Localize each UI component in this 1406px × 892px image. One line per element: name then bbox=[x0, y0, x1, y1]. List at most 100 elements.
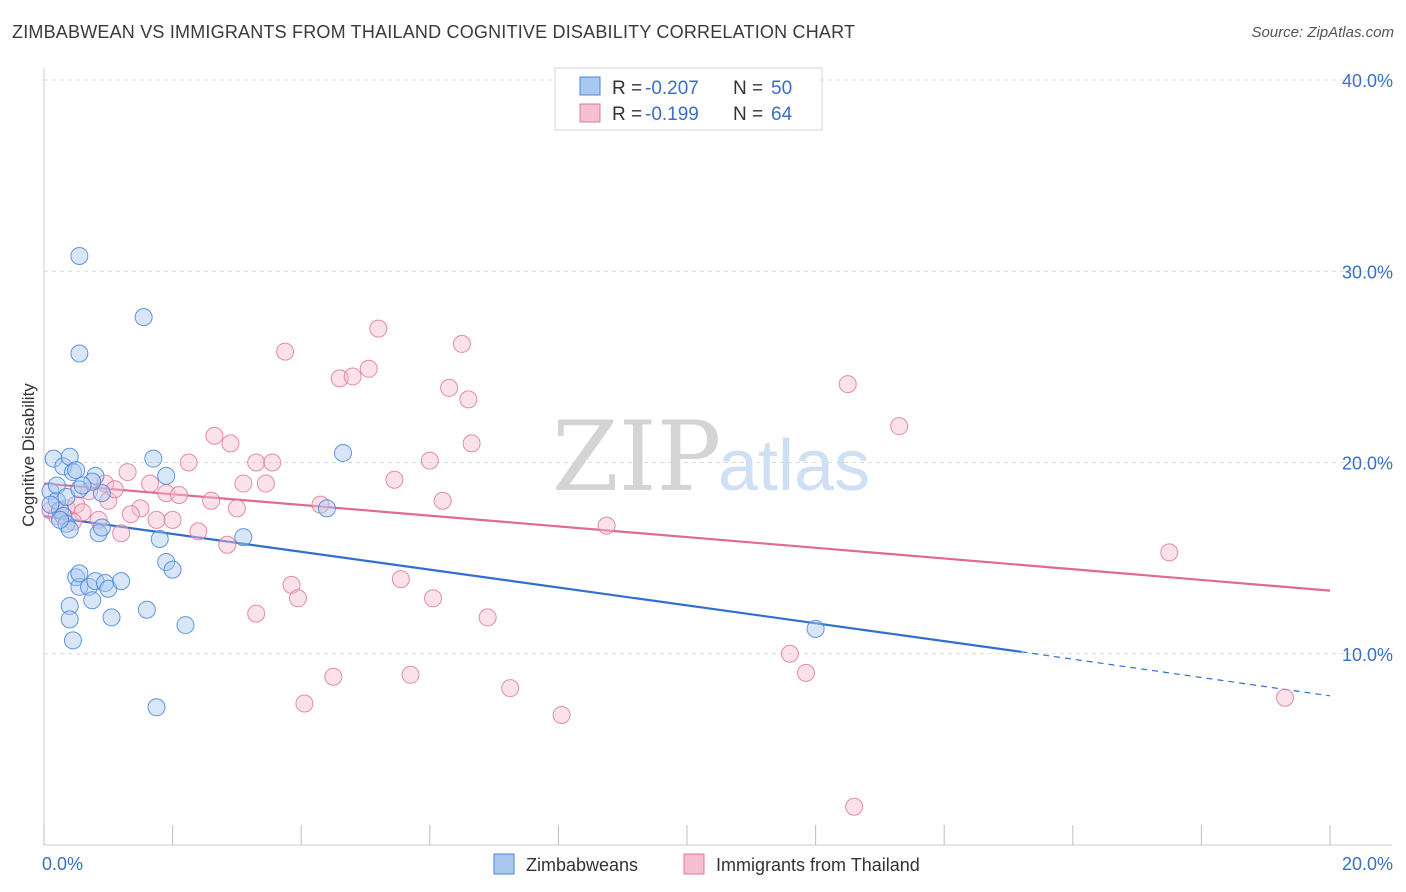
point-thailand bbox=[234, 474, 253, 493]
point-thailand bbox=[420, 451, 439, 470]
watermark-zip: ZIP bbox=[552, 401, 721, 513]
point-zimbabweans bbox=[86, 466, 105, 485]
x-tick-label: 0.0% bbox=[42, 854, 83, 874]
point-thailand bbox=[369, 319, 388, 338]
trendline-zimbabweans-extension bbox=[1021, 651, 1331, 697]
legend-label-zimbabweans: Zimbabweans bbox=[526, 855, 638, 875]
point-zimbabweans bbox=[83, 472, 102, 491]
point-zimbabweans bbox=[83, 591, 102, 610]
point-thailand bbox=[288, 589, 307, 608]
point-thailand bbox=[796, 663, 815, 682]
point-zimbabweans bbox=[150, 530, 169, 548]
trend-layer bbox=[43, 482, 1331, 697]
chart-title: ZIMBABWEAN VS IMMIGRANTS FROM THAILAND C… bbox=[12, 22, 856, 42]
point-thailand bbox=[202, 491, 221, 510]
point-thailand bbox=[440, 378, 459, 397]
y-axis-label: Cognitive Disability bbox=[19, 383, 38, 527]
point-zimbabweans bbox=[157, 466, 176, 485]
point-thailand bbox=[478, 608, 497, 627]
point-zimbabweans bbox=[92, 484, 111, 503]
axis-layer: 10.0% 20.0% 30.0% 40.0% 0.0% 20.0% bbox=[42, 68, 1393, 874]
point-zimbabweans bbox=[60, 520, 79, 539]
point-zimbabweans bbox=[60, 596, 79, 615]
point-zimbabweans bbox=[67, 461, 86, 480]
point-thailand bbox=[295, 694, 314, 713]
point-thailand bbox=[276, 342, 295, 361]
point-zimbabweans bbox=[157, 552, 176, 571]
point-thailand bbox=[179, 453, 198, 472]
source-label: Source: ZipAtlas.com bbox=[1251, 24, 1394, 41]
point-zimbabweans bbox=[47, 476, 66, 495]
point-thailand bbox=[263, 453, 282, 472]
y-tick-label: 10.0% bbox=[1342, 645, 1393, 665]
legend-label-thailand: Immigrants from Thailand bbox=[716, 855, 920, 875]
legend-swatch-zimbabweans bbox=[493, 853, 515, 875]
stats-n-value-2: 64 bbox=[771, 104, 793, 125]
stats-r-value-1: -0.207 bbox=[645, 78, 699, 99]
point-thailand bbox=[189, 522, 208, 541]
point-thailand bbox=[73, 503, 92, 522]
point-thailand bbox=[452, 334, 471, 353]
point-zimbabweans bbox=[333, 443, 352, 462]
point-thailand bbox=[112, 524, 131, 543]
y-axis-label-group: Cognitive Disability bbox=[19, 383, 38, 527]
point-thailand bbox=[247, 453, 266, 472]
point-thailand bbox=[218, 535, 237, 554]
stats-swatch-thailand bbox=[579, 103, 601, 123]
stats-box: R = -0.207 N = 50 R = -0.199 N = 64 bbox=[554, 67, 823, 131]
point-zimbabweans bbox=[70, 564, 89, 583]
stats-n-label-1: N = bbox=[733, 78, 763, 99]
point-thailand bbox=[1275, 688, 1294, 707]
point-thailand bbox=[141, 474, 160, 493]
points-layer bbox=[41, 103, 1294, 816]
point-zimbabweans bbox=[176, 616, 195, 635]
point-zimbabweans bbox=[317, 499, 336, 518]
stats-r-value-2: -0.199 bbox=[645, 104, 699, 125]
stats-r-label-2: R = bbox=[612, 104, 642, 125]
point-zimbabweans bbox=[234, 528, 253, 547]
point-thailand bbox=[597, 516, 616, 535]
point-thailand bbox=[205, 426, 224, 445]
point-thailand bbox=[838, 375, 857, 394]
point-zimbabweans bbox=[44, 449, 63, 468]
point-thailand bbox=[247, 604, 266, 623]
point-zimbabweans bbox=[96, 573, 115, 592]
point-thailand bbox=[170, 486, 189, 505]
watermark: ZIP atlas bbox=[552, 401, 870, 513]
point-thailand bbox=[462, 434, 481, 453]
point-thailand bbox=[147, 510, 166, 529]
point-thailand bbox=[121, 505, 140, 524]
point-zimbabweans bbox=[73, 476, 92, 495]
point-zimbabweans bbox=[63, 631, 82, 650]
grid-layer bbox=[44, 79, 1392, 655]
y-tick-label: 40.0% bbox=[1342, 71, 1393, 91]
point-zimbabweans bbox=[92, 518, 111, 537]
point-thailand bbox=[501, 679, 520, 698]
point-zimbabweans bbox=[51, 510, 70, 529]
point-thailand bbox=[359, 359, 378, 378]
point-thailand bbox=[221, 434, 240, 453]
point-thailand bbox=[780, 644, 799, 663]
point-zimbabweans bbox=[147, 698, 166, 717]
point-zimbabweans bbox=[102, 608, 121, 627]
point-thailand bbox=[118, 463, 137, 482]
point-thailand bbox=[67, 495, 86, 514]
point-thailand bbox=[459, 390, 478, 409]
point-zimbabweans bbox=[806, 619, 825, 638]
point-thailand bbox=[552, 705, 571, 724]
point-zimbabweans bbox=[112, 572, 131, 591]
point-thailand bbox=[845, 797, 864, 816]
point-thailand bbox=[385, 470, 404, 489]
point-thailand bbox=[99, 491, 118, 510]
y-tick-label: 30.0% bbox=[1342, 262, 1393, 282]
point-zimbabweans bbox=[60, 610, 79, 629]
legend: Zimbabweans Immigrants from Thailand bbox=[493, 853, 920, 875]
point-zimbabweans bbox=[70, 577, 89, 596]
y-tick-label: 20.0% bbox=[1342, 454, 1393, 474]
point-thailand bbox=[890, 417, 909, 436]
trendline-zimbabweans bbox=[43, 514, 1022, 653]
legend-swatch-thailand bbox=[683, 853, 705, 875]
point-thailand bbox=[391, 570, 410, 589]
point-zimbabweans bbox=[163, 560, 182, 579]
